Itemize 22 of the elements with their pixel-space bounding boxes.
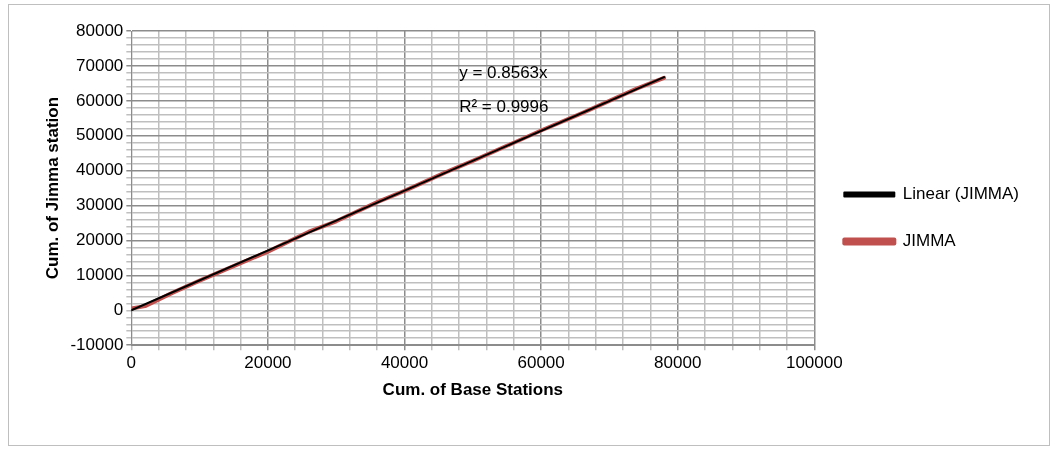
x-tick-label: 0 bbox=[126, 353, 137, 373]
x-tick-label: 20000 bbox=[244, 353, 292, 373]
y-tick-label: 70000 bbox=[76, 55, 124, 75]
legend-label: JIMMA bbox=[902, 231, 957, 251]
y-tick-label: 40000 bbox=[76, 160, 124, 180]
y-tick-label: 0 bbox=[113, 299, 124, 319]
x-axis-title: Cum. of Base Stations bbox=[382, 380, 564, 400]
x-tick-label: 60000 bbox=[517, 353, 565, 373]
y-tick-label: 30000 bbox=[76, 195, 124, 215]
x-tick-label: 80000 bbox=[654, 353, 702, 373]
x-tick-label: 40000 bbox=[380, 353, 429, 373]
y-tick-label: 10000 bbox=[76, 265, 124, 285]
annotation: R² = 0.9996 bbox=[459, 96, 549, 116]
y-tick-label: 20000 bbox=[76, 230, 124, 250]
x-tick-label: 100000 bbox=[785, 353, 843, 373]
legend-label: Linear (JIMMA) bbox=[902, 184, 1019, 204]
y-tick-label: 80000 bbox=[76, 20, 124, 40]
y-tick-label: -10000 bbox=[70, 334, 124, 354]
annotation: y = 0.8563x bbox=[459, 62, 549, 82]
y-tick-label: 50000 bbox=[76, 125, 124, 145]
y-tick-label: 60000 bbox=[76, 90, 124, 110]
y-axis-title: Cum. of Jimma station bbox=[42, 96, 62, 280]
